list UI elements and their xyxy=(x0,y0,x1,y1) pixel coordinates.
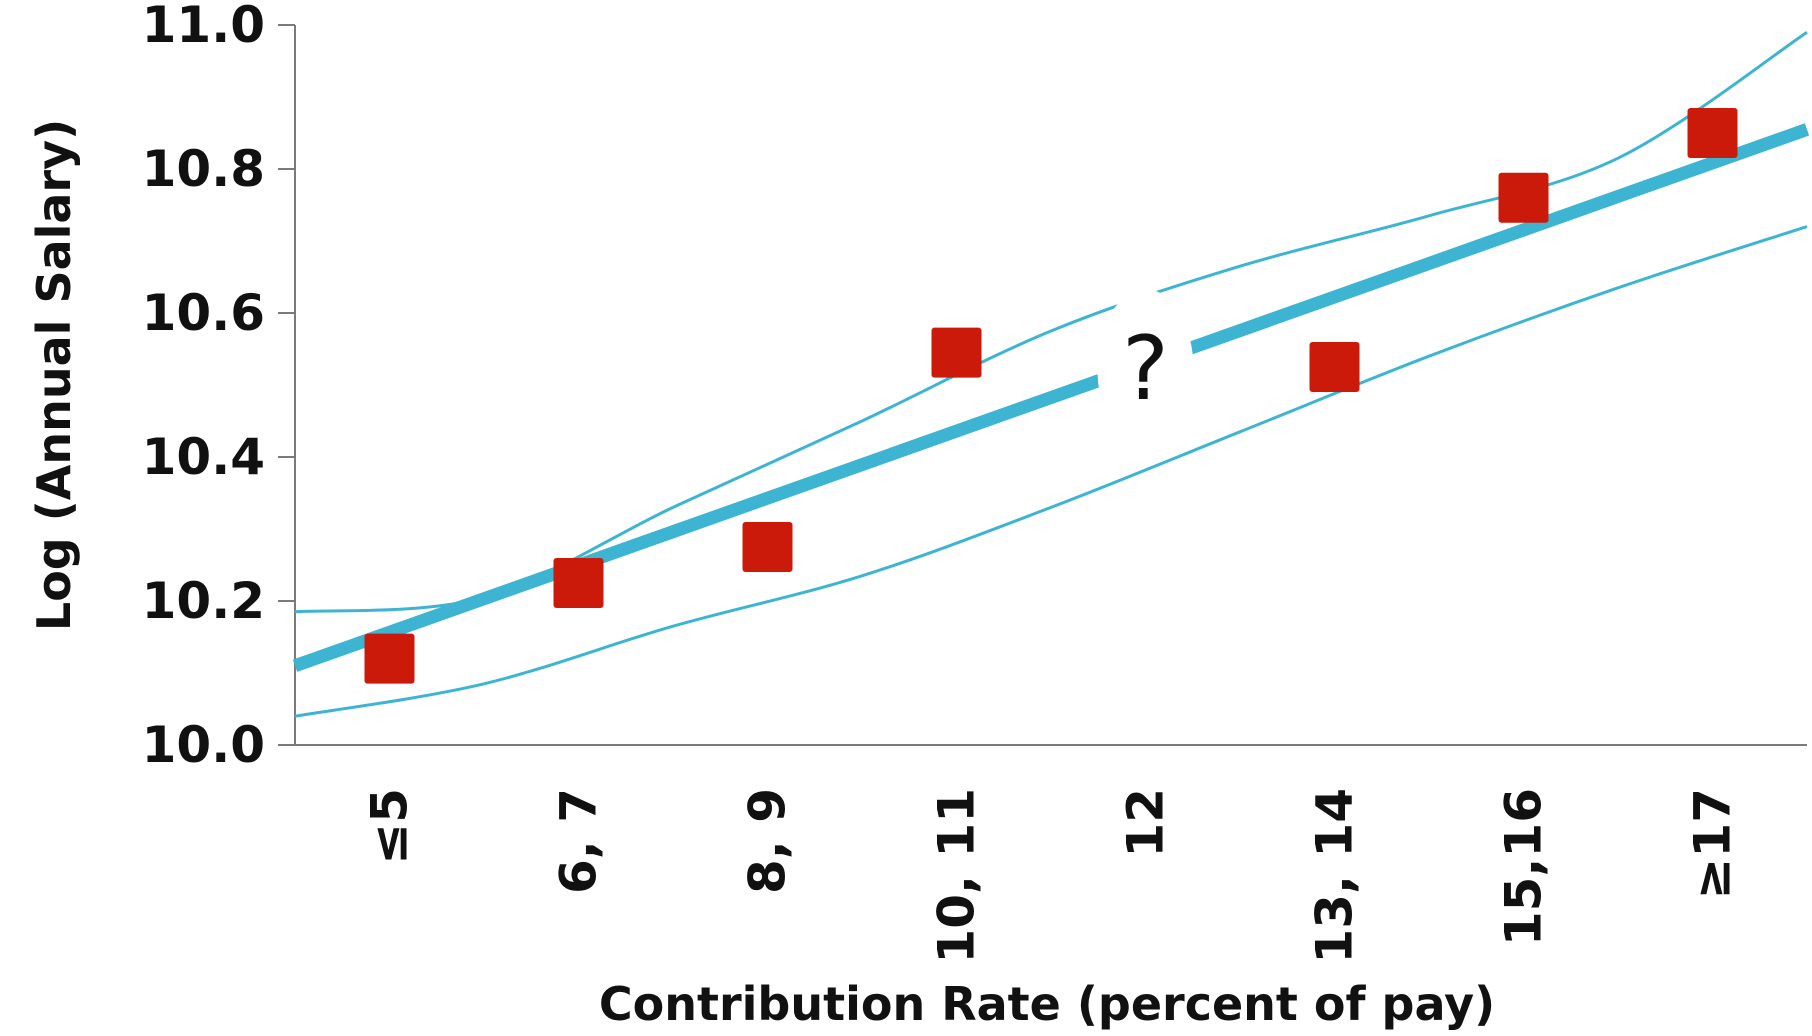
fit-line xyxy=(292,123,1810,672)
x-tick-label: ≥17 xyxy=(1684,788,1742,899)
y-tick-label: 11.0 xyxy=(142,0,265,54)
data-point-marker xyxy=(1309,342,1360,392)
x-axis-title: Contribution Rate (percent of pay) xyxy=(599,977,1495,1031)
y-tick-label: 10.0 xyxy=(142,716,265,774)
x-tick-label: 12 xyxy=(1117,788,1175,858)
y-axis-title: Log (Annual Salary) xyxy=(27,119,81,631)
x-tick-label: 8, 9 xyxy=(739,788,797,894)
missing-value-annotation: ? xyxy=(1122,317,1169,420)
data-point-marker xyxy=(1687,108,1738,158)
x-tick-label: 6, 7 xyxy=(550,788,608,894)
lower-confidence-band xyxy=(294,225,1808,718)
data-point-marker xyxy=(742,522,793,572)
y-tick-label: 10.4 xyxy=(142,428,265,486)
y-tick-labels: 10.0 10.2 10.4 10.6 10.8 11.0 xyxy=(142,0,265,774)
data-point-marker xyxy=(553,558,604,608)
axes xyxy=(278,24,1807,746)
y-tick-label: 10.2 xyxy=(142,572,265,630)
missing-annotation-group: ? xyxy=(1097,289,1194,450)
y-tick-label: 10.6 xyxy=(142,284,265,342)
data-point-marker xyxy=(1498,172,1549,223)
annotation-mask xyxy=(1097,289,1194,450)
fit-line-group xyxy=(292,123,1810,672)
x-tick-label: 10, 11 xyxy=(928,788,986,964)
x-tick-label: ≤5 xyxy=(361,788,419,865)
upper-confidence-band xyxy=(294,30,1808,614)
data-point-marker xyxy=(931,327,982,378)
x-tick-labels: ≤5 6, 7 8, 9 10, 11 12 13, 14 15,16 ≥17 xyxy=(361,788,1742,964)
data-point-marker xyxy=(364,633,415,684)
x-tick-label: 15,16 xyxy=(1495,788,1553,946)
x-tick-label: 13, 14 xyxy=(1306,788,1364,964)
y-tick-label: 10.8 xyxy=(142,140,265,198)
confidence-bands xyxy=(294,30,1808,718)
data-points xyxy=(364,108,1738,684)
